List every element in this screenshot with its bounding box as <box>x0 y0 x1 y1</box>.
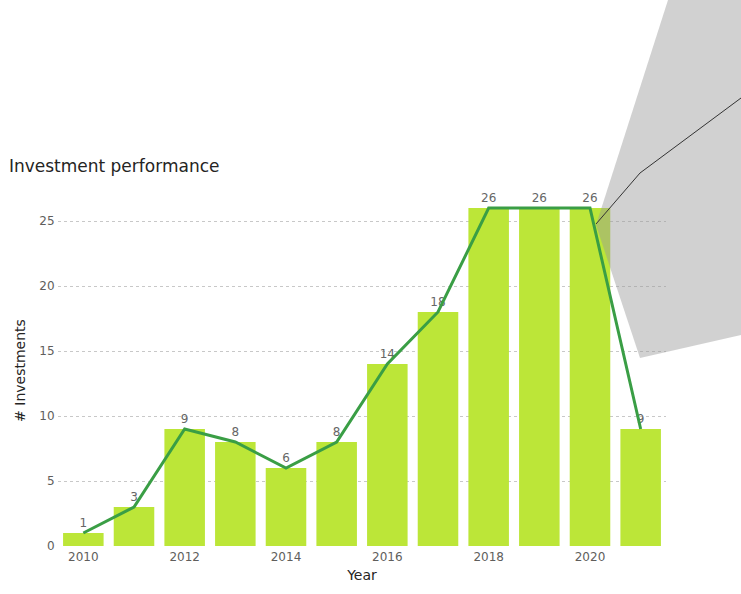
svg-text:0: 0 <box>47 539 55 553</box>
svg-text:5: 5 <box>47 474 55 488</box>
svg-text:2016: 2016 <box>372 550 403 564</box>
svg-text:26: 26 <box>582 191 597 205</box>
svg-text:9: 9 <box>637 412 645 426</box>
svg-text:# Investments: # Investments <box>12 319 28 422</box>
svg-text:2012: 2012 <box>169 550 200 564</box>
svg-text:2010: 2010 <box>68 550 99 564</box>
svg-text:2018: 2018 <box>473 550 504 564</box>
svg-text:1: 1 <box>80 516 88 530</box>
svg-text:10: 10 <box>39 409 54 423</box>
svg-text:2014: 2014 <box>271 550 302 564</box>
svg-text:20: 20 <box>39 279 54 293</box>
svg-text:9: 9 <box>181 412 189 426</box>
svg-text:25: 25 <box>39 214 54 228</box>
svg-text:26: 26 <box>532 191 547 205</box>
svg-text:15: 15 <box>39 344 54 358</box>
svg-text:8: 8 <box>333 425 341 439</box>
svg-text:Year: Year <box>346 567 377 583</box>
svg-text:14: 14 <box>380 347 395 361</box>
svg-text:8: 8 <box>232 425 240 439</box>
svg-text:6: 6 <box>282 451 290 465</box>
svg-text:26: 26 <box>481 191 496 205</box>
svg-text:3: 3 <box>130 490 138 504</box>
svg-text:2020: 2020 <box>575 550 606 564</box>
svg-text:18: 18 <box>430 295 445 309</box>
svg-text:Investment performance: Investment performance <box>9 156 220 176</box>
